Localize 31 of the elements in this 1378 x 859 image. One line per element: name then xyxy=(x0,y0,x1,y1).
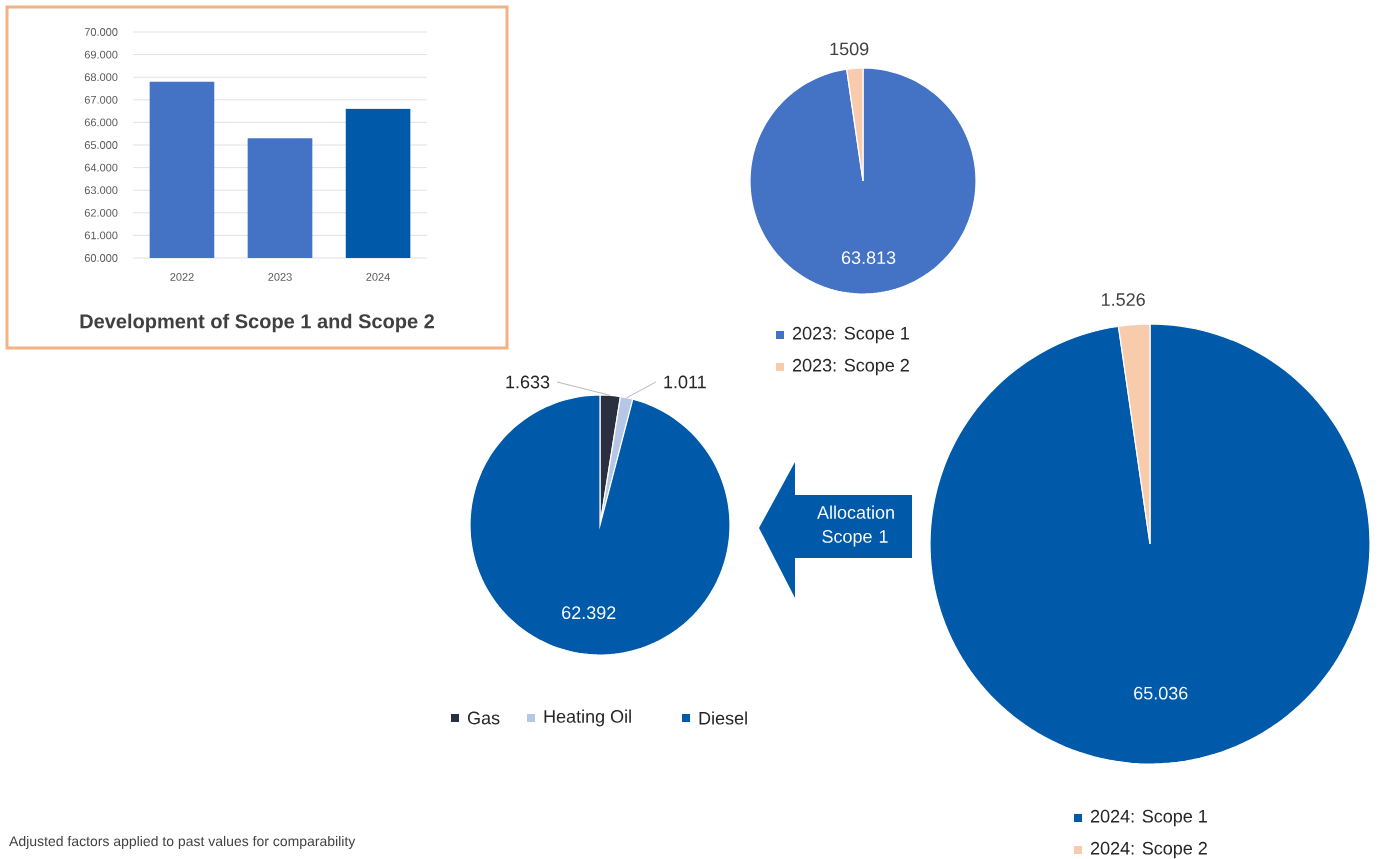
y-tick-label: 61.000 xyxy=(84,231,118,240)
data-label: 62.392 xyxy=(562,606,616,620)
text: Development of Scope 1 and Scope 2 xyxy=(80,313,434,333)
legend-label: Gas xyxy=(467,711,500,725)
data-label: 1.633 xyxy=(506,375,550,389)
legend-label: 2024: Scope 2 xyxy=(1090,841,1207,859)
y-tick-label: 70.000 xyxy=(84,28,118,36)
y-tick-label: 60.000 xyxy=(84,254,118,262)
data-label: 1.526 xyxy=(1102,293,1145,306)
y-tick-label: 67.000 xyxy=(84,95,118,104)
y-tick-label: 64.000 xyxy=(84,163,118,172)
legend-label: Diesel xyxy=(699,711,747,725)
y-tick-label: 62.000 xyxy=(84,208,118,217)
legend-label: Heating Oil xyxy=(544,709,631,727)
y-tick-label: 66.000 xyxy=(84,118,118,127)
data-label: 1509 xyxy=(830,42,869,56)
text: Adjusted factors applied to past values for comparability xyxy=(9,835,356,849)
y-tick-label: 63.000 xyxy=(84,186,118,195)
text: Allocation Scope 1 xyxy=(817,505,894,547)
x-tick-label: 2022 xyxy=(170,273,194,281)
legend-label: 2024: Scope 1 xyxy=(1090,809,1207,827)
legend-label: 2023: Scope 2 xyxy=(792,358,909,376)
x-tick-label: 2024 xyxy=(366,273,390,281)
data-label: 1.011 xyxy=(664,375,706,389)
y-tick-label: 68.000 xyxy=(84,73,118,82)
data-label: 65.036 xyxy=(1134,686,1188,700)
x-tick-label: 2023 xyxy=(268,273,292,281)
data-label: 63.813 xyxy=(841,251,896,265)
y-tick-label: 69.000 xyxy=(84,50,118,59)
y-tick-label: 65.000 xyxy=(84,141,118,149)
legend-label: 2023: Scope 1 xyxy=(792,326,909,344)
